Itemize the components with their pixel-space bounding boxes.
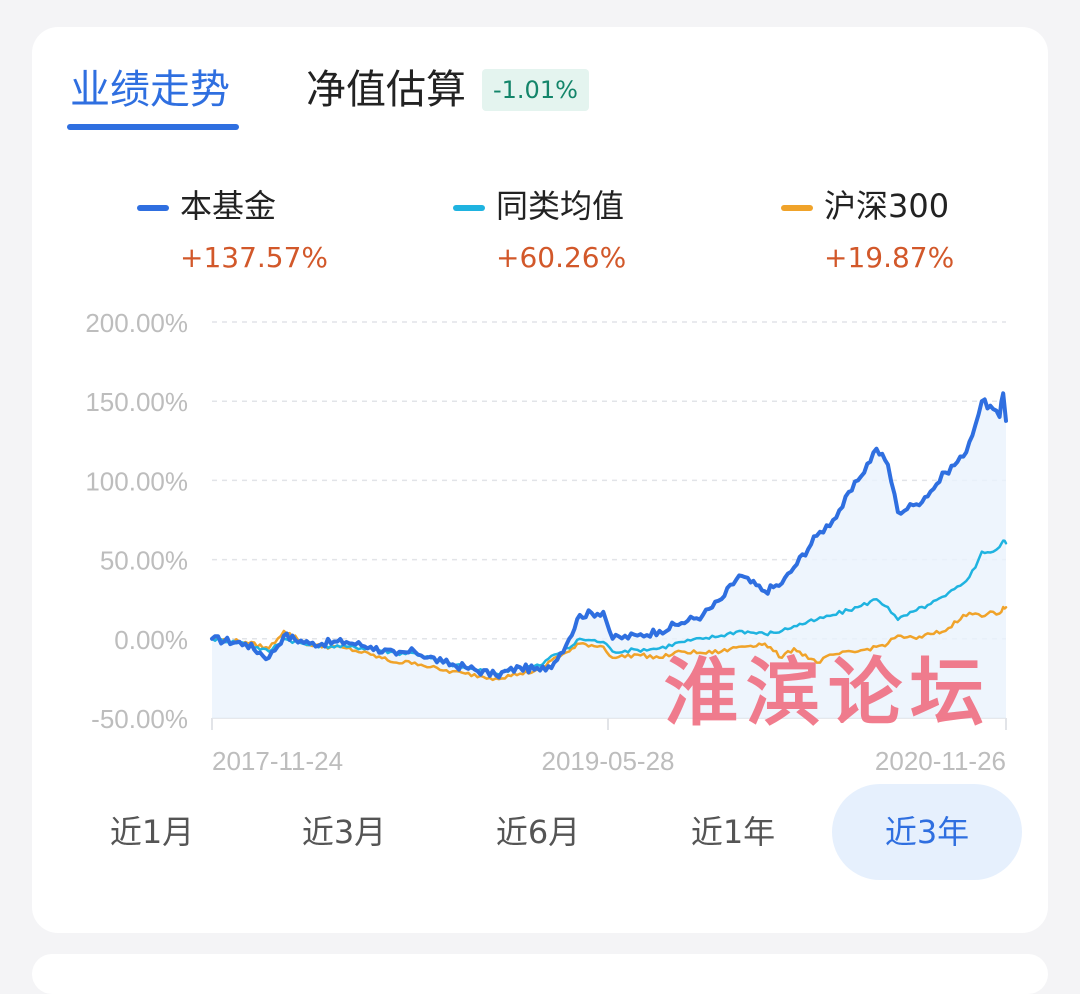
tab-nav-estimate[interactable]: 净值估算 xyxy=(306,67,466,113)
range-button-3m[interactable]: 近3月 xyxy=(301,813,387,851)
next-card xyxy=(32,954,1048,994)
y-tick-label: 50.00% xyxy=(100,546,188,576)
y-tick-label: 0.00% xyxy=(114,625,188,655)
series-line-csi300 xyxy=(210,605,1008,682)
range-button-3y[interactable]: 近3年 xyxy=(832,784,1022,880)
legend-line-fund xyxy=(137,205,169,211)
legend-line-peer-average xyxy=(453,205,485,211)
legend-name-fund: 本基金 xyxy=(180,187,277,225)
legend-name-peer-average: 同类均值 xyxy=(496,187,625,225)
x-tick-label: 2019-05-28 xyxy=(542,746,675,776)
y-tick-label: 200.00% xyxy=(85,308,188,338)
x-tick-label: 2017-11-24 xyxy=(212,746,343,776)
nav-estimate-change-badge: -1.01% xyxy=(482,69,589,111)
range-button-6m[interactable]: 近6月 xyxy=(495,813,581,851)
x-tick-label: 2020-11-26 xyxy=(875,746,1006,776)
y-tick-label: 100.00% xyxy=(85,466,188,496)
legend-line-csi300 xyxy=(781,205,813,211)
tab-performance[interactable]: 业绩走势 xyxy=(70,67,230,113)
y-tick-label: 150.00% xyxy=(85,387,188,417)
range-button-1y[interactable]: 近1年 xyxy=(690,813,776,851)
legend-value-fund: +137.57% xyxy=(180,241,329,274)
range-button-1m[interactable]: 近1月 xyxy=(109,813,195,851)
watermark-text: 淮滨论坛 xyxy=(664,650,992,736)
tab-active-underline xyxy=(67,124,239,130)
series-area-fill xyxy=(212,393,1006,718)
y-tick-label: -50.00% xyxy=(91,704,188,734)
legend-value-peer-average: +60.26% xyxy=(496,241,627,274)
legend-value-csi300: +19.87% xyxy=(824,241,955,274)
series-line-fund xyxy=(210,391,1008,680)
performance-chart[interactable]: 200.00% 150.00% 100.00% 50.00% 0.00% -50.00% 2… xyxy=(0,0,1080,800)
legend-name-csi300: 沪深300 xyxy=(824,187,950,225)
